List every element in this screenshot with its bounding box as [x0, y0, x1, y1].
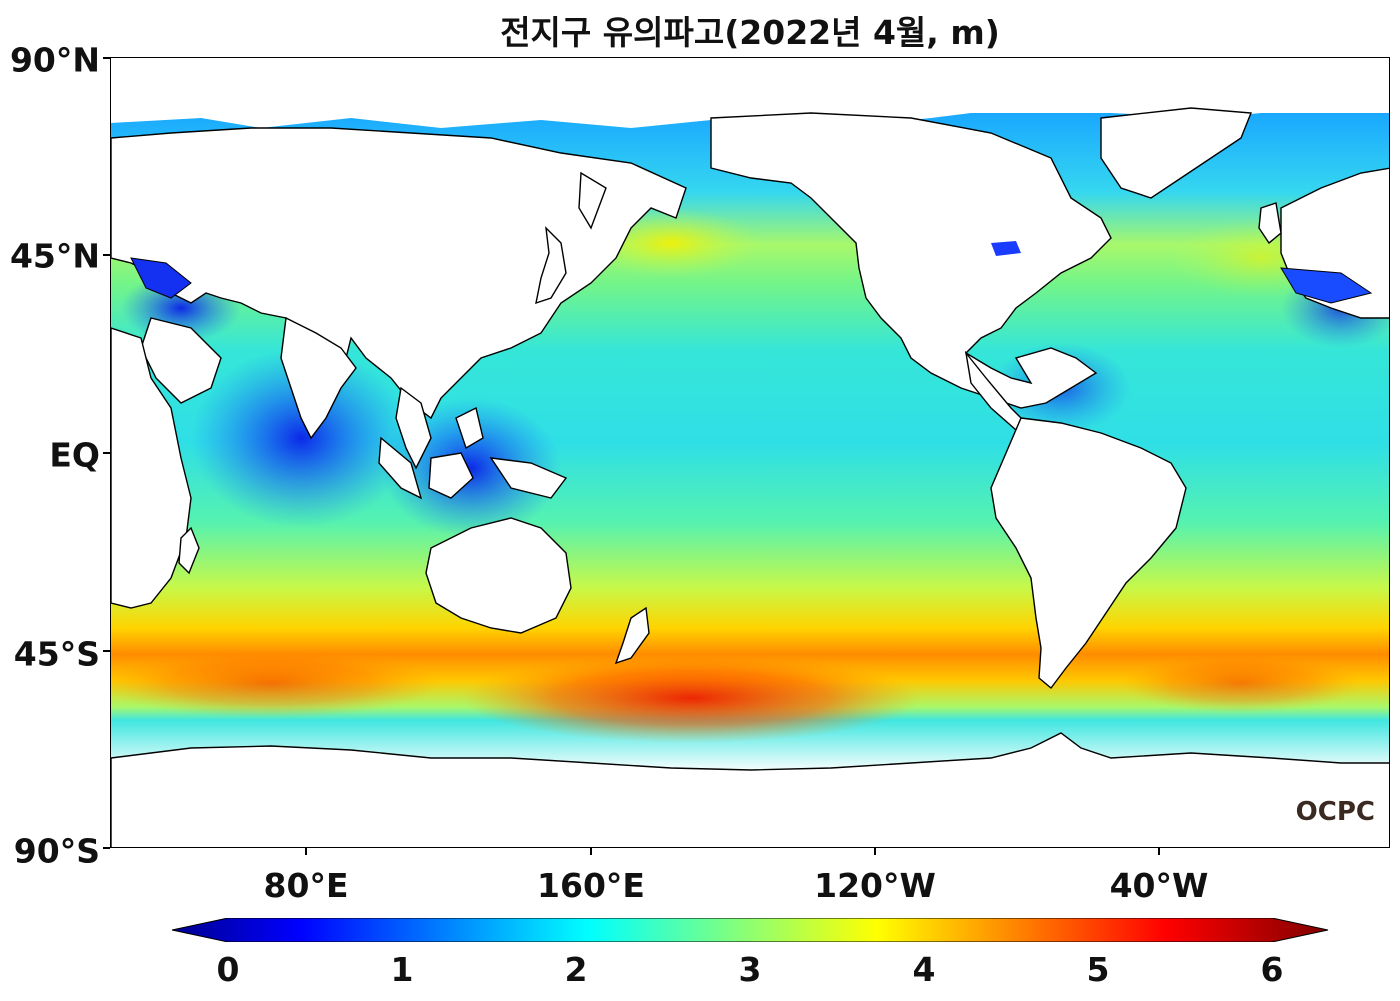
lon-label-80e: 80°E — [263, 866, 349, 905]
land — [111, 58, 1389, 847]
ocpc-logo: OCPC — [1295, 797, 1375, 827]
lat-tick — [103, 650, 110, 652]
lon-label-120w: 120°W — [814, 866, 936, 905]
colorbar-tick-5: 5 — [1086, 950, 1110, 989]
lat-label-45n: 45°N — [9, 236, 100, 276]
lat-label-90n: 90°N — [9, 40, 100, 80]
map-title: 전지구 유의파고(2022년 4월, m) — [500, 13, 1000, 52]
lat-tick — [103, 57, 110, 59]
lat-label-eq: EQ — [49, 435, 100, 475]
lat-tick — [103, 254, 110, 256]
ocean-field — [111, 58, 1389, 847]
colorbar — [171, 918, 1329, 942]
lat-tick — [103, 847, 110, 849]
lon-tick — [305, 848, 307, 855]
lon-label-160e: 160°E — [537, 866, 645, 905]
wave-height-map: OCPC — [110, 57, 1390, 848]
lon-label-40w: 40°W — [1109, 866, 1209, 905]
lat-label-45s: 45°S — [13, 634, 100, 674]
colorbar-tick-6: 6 — [1260, 950, 1284, 989]
lon-tick — [590, 848, 592, 855]
colorbar-tick-0: 0 — [216, 950, 240, 989]
lat-tick — [103, 452, 110, 454]
colorbar-tick-4: 4 — [912, 950, 936, 989]
colorbar-tick-1: 1 — [390, 950, 414, 989]
colorbar-tick-2: 2 — [564, 950, 588, 989]
lat-label-90s: 90°S — [13, 831, 100, 871]
colorbar-tick-3: 3 — [738, 950, 762, 989]
lon-tick — [1158, 848, 1160, 855]
lon-tick — [874, 848, 876, 855]
